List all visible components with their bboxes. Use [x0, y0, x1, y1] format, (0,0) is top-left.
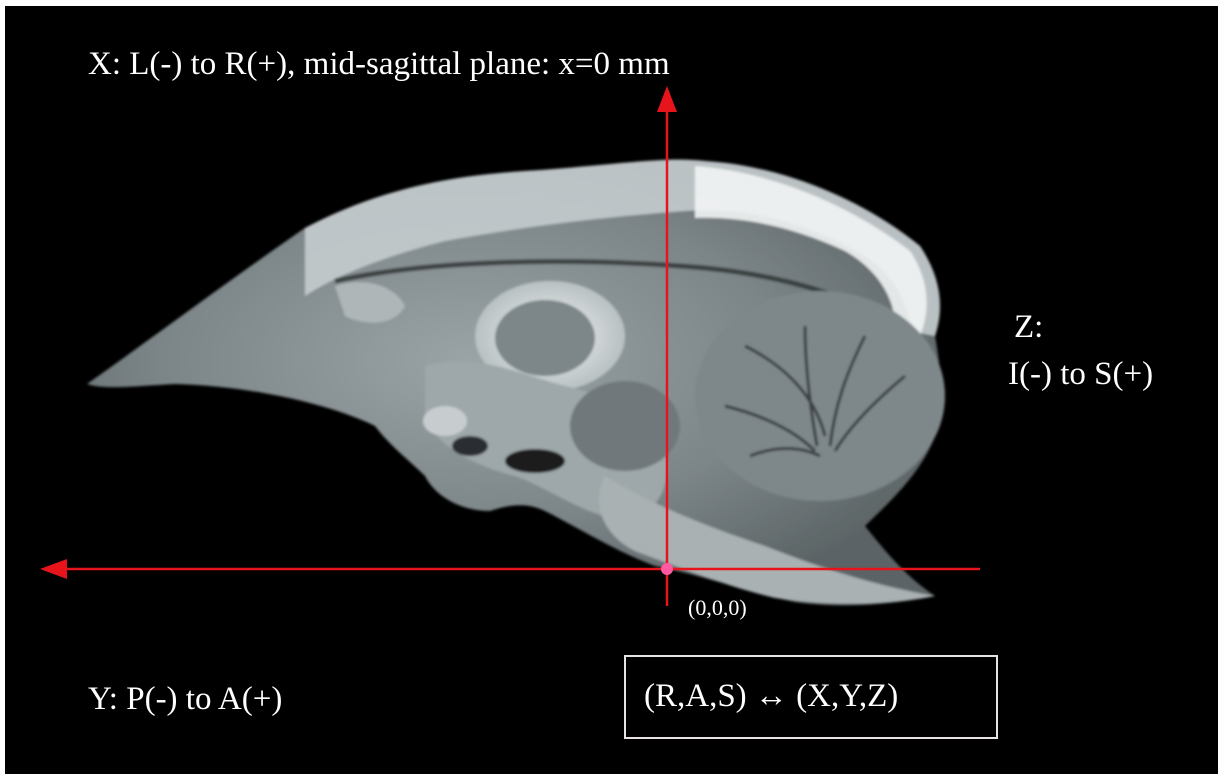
origin-marker [661, 563, 673, 575]
z-axis-label-title: Z: [1014, 309, 1044, 345]
figure-canvas: X: L(-) to R(+), mid-sagittal plane: x=0… [5, 6, 1218, 774]
y-axis-label: Y: P(-) to A(+) [88, 681, 283, 717]
x-axis-label: X: L(-) to R(+), mid-sagittal plane: x=0… [88, 46, 670, 82]
mapping-box [624, 655, 998, 739]
z-axis-arrowhead [657, 86, 677, 112]
origin-label: (0,0,0) [688, 595, 747, 620]
z-axis-label-range: I(-) to S(+) [1008, 356, 1154, 392]
coordinate-mapping-text: (R,A,S) ↔ (X,Y,Z) [644, 678, 899, 714]
mri-figure [40, 86, 980, 606]
coordinate-axes [40, 86, 980, 606]
y-axis-arrowhead [40, 559, 67, 579]
brain-mri-slice [87, 159, 945, 606]
